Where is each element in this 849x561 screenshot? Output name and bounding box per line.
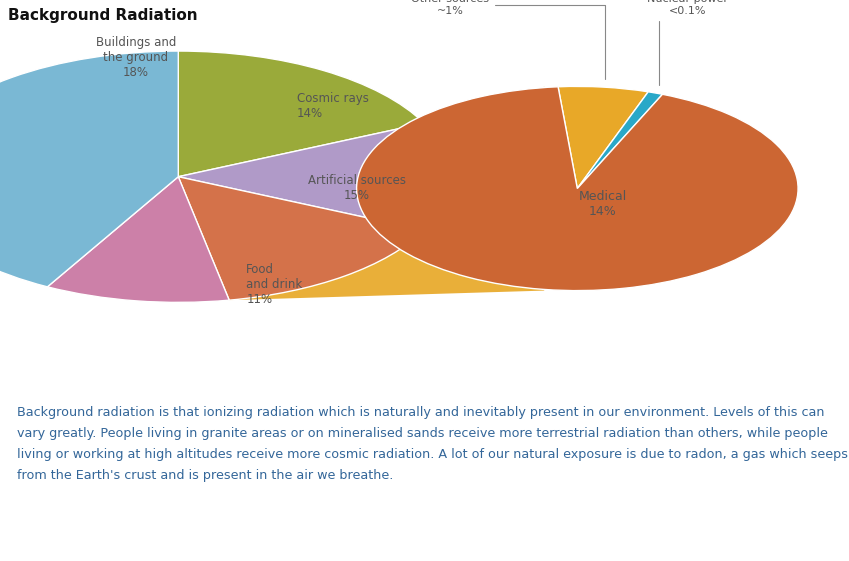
Wedge shape — [178, 51, 424, 177]
Wedge shape — [178, 177, 424, 300]
Text: Cosmic rays
14%: Cosmic rays 14% — [297, 92, 369, 120]
Wedge shape — [0, 51, 178, 287]
Text: Buildings and
the ground
18%: Buildings and the ground 18% — [96, 35, 176, 79]
Text: Background Radiation: Background Radiation — [8, 8, 198, 23]
Wedge shape — [357, 87, 798, 291]
Text: Medical
14%: Medical 14% — [579, 190, 627, 218]
Wedge shape — [558, 86, 649, 188]
Text: Artificial sources
15%: Artificial sources 15% — [307, 174, 406, 203]
Text: Food
and drink
11%: Food and drink 11% — [246, 263, 302, 306]
Polygon shape — [229, 86, 544, 300]
Wedge shape — [577, 92, 662, 188]
Wedge shape — [48, 177, 229, 302]
Text: Background radiation is that ionizing radiation which is naturally and inevitabl: Background radiation is that ionizing ra… — [17, 406, 848, 482]
Text: Other sources
~1%: Other sources ~1% — [411, 0, 605, 79]
Wedge shape — [178, 123, 450, 230]
Text: Nuclear power
<0.1%: Nuclear power <0.1% — [647, 0, 728, 85]
